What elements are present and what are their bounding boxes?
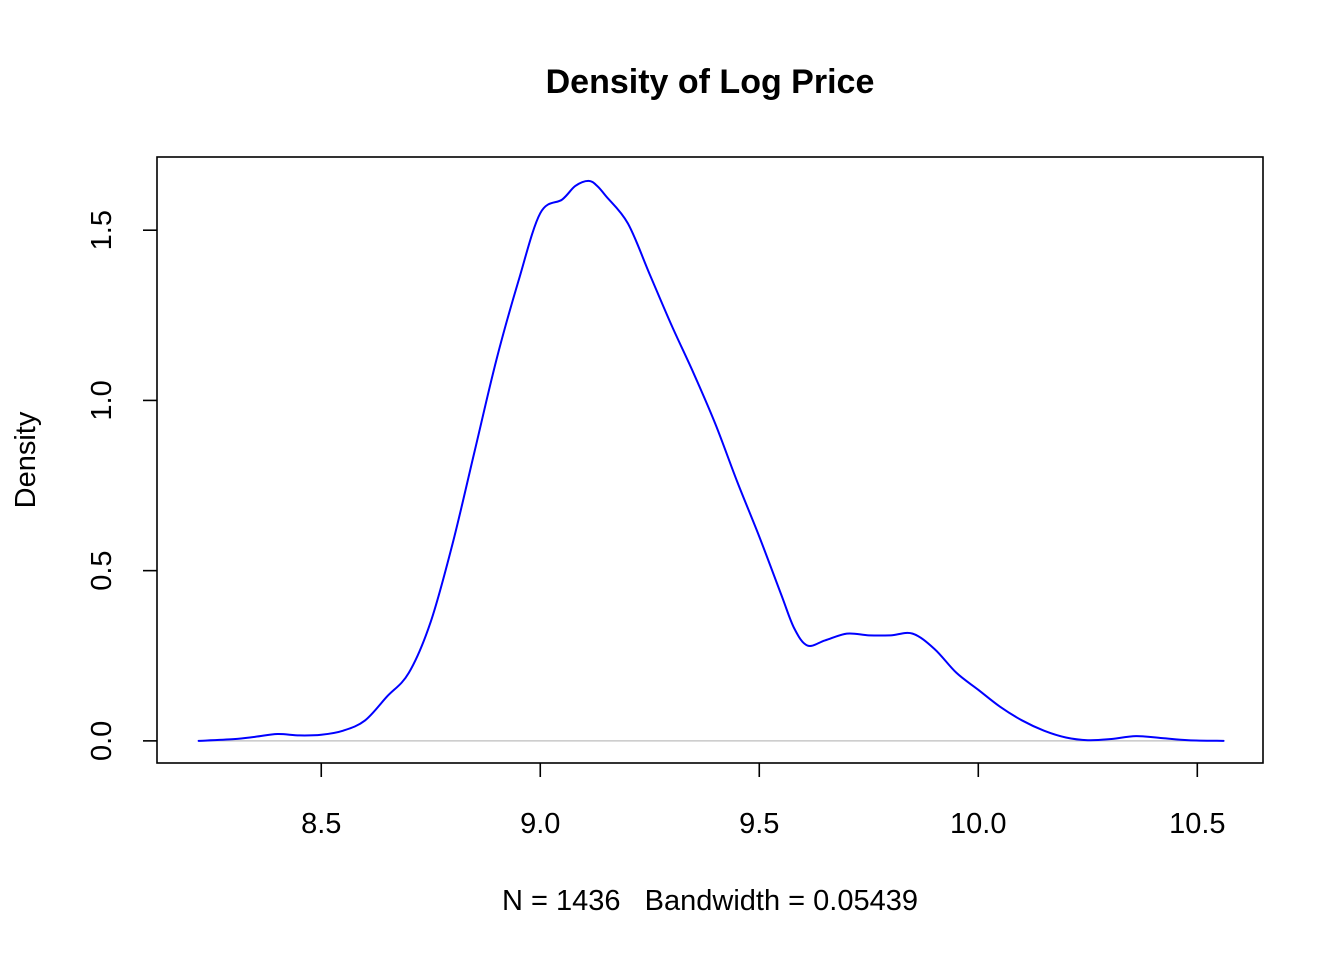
y-tick-label: 0.5 [86,550,118,590]
y-tick-label: 0.0 [86,721,118,761]
x-tick-label: 9.0 [520,808,560,840]
x-axis-title: N = 1436 Bandwidth = 0.05439 [502,885,918,917]
x-tick-label: 10.0 [950,808,1006,840]
x-tick-label: 9.5 [739,808,779,840]
x-tick-label: 10.5 [1169,808,1225,840]
plot-frame [156,156,1264,764]
chart-title: Density of Log Price [546,63,875,101]
y-tick-label: 1.0 [86,380,118,420]
y-tick-label: 1.5 [86,210,118,250]
x-tick-label: 8.5 [301,808,341,840]
x-axis: 8.5 9.0 9.5 10.0 10.5 [301,763,1226,840]
density-line [197,179,1225,742]
y-axis-title: Density [10,411,42,508]
y-axis: 0.0 0.5 1.0 1.5 [86,210,157,761]
